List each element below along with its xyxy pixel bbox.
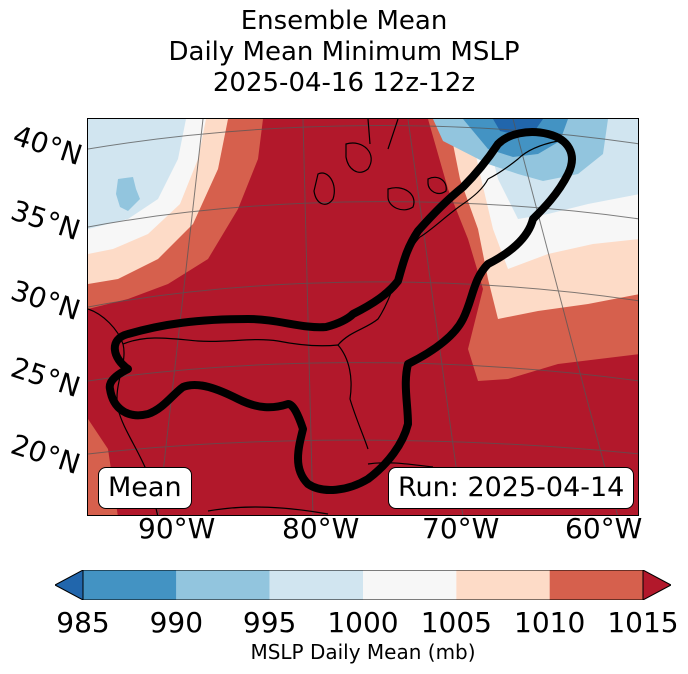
colorbar-tick-label: 1015 (607, 606, 679, 639)
lat-label-40: 40°N (8, 118, 87, 173)
colorbar-segment (176, 570, 270, 600)
colorbar-tick-label: 1000 (327, 606, 399, 639)
title-line-2: Daily Mean Minimum MSLP (168, 37, 520, 67)
chart-title: Ensemble Mean Daily Mean Minimum MSLP 20… (0, 6, 688, 99)
title-line-3: 2025-04-16 12z-12z (212, 68, 476, 98)
colorbar-tick-label: 985 (56, 606, 110, 639)
lon-label-90w: 90°W (138, 512, 216, 545)
colorbar-segment (269, 570, 363, 600)
graticule (88, 119, 638, 515)
field-990-995-west (116, 177, 140, 211)
colorbar-label: MSLP Daily Mean (mb) (250, 640, 476, 664)
lon-label-70w: 70°W (422, 512, 500, 545)
field-below-985-east (493, 119, 543, 135)
colorbar-tick-label: 1010 (514, 606, 586, 639)
map-panel: Mean Run: 2025-04-14 (87, 118, 639, 516)
colorbar-segment (83, 570, 177, 600)
colorbar-tick-label: 995 (242, 606, 297, 639)
colorbar-under-extension (55, 570, 84, 600)
lat-label-25: 25°N (6, 350, 85, 405)
lon-label-60w: 60°W (565, 512, 643, 545)
lat-label-20: 20°N (6, 427, 85, 482)
mean-label: Mean (108, 472, 182, 503)
colorbar-tick-label: 990 (149, 606, 204, 639)
colorbar-over-extension (642, 570, 671, 600)
colorbar-segment (363, 570, 457, 600)
colorbar-segment (456, 570, 550, 600)
title-line-1: Ensemble Mean (240, 6, 448, 36)
colorbar (55, 570, 671, 600)
lon-label-80w: 80°W (282, 512, 360, 545)
mslp-map (88, 119, 638, 515)
lat-label-35: 35°N (6, 193, 85, 248)
run-label-box: Run: 2025-04-14 (388, 467, 635, 509)
run-label: Run: 2025-04-14 (398, 472, 625, 503)
lat-label-30: 30°N (6, 273, 85, 328)
ensemble-contour (105, 128, 576, 494)
colorbar-tick-label: 1005 (420, 606, 492, 639)
mean-label-box: Mean (98, 467, 192, 509)
colorbar-segment (549, 570, 643, 600)
field-995-1000-west (88, 119, 186, 229)
